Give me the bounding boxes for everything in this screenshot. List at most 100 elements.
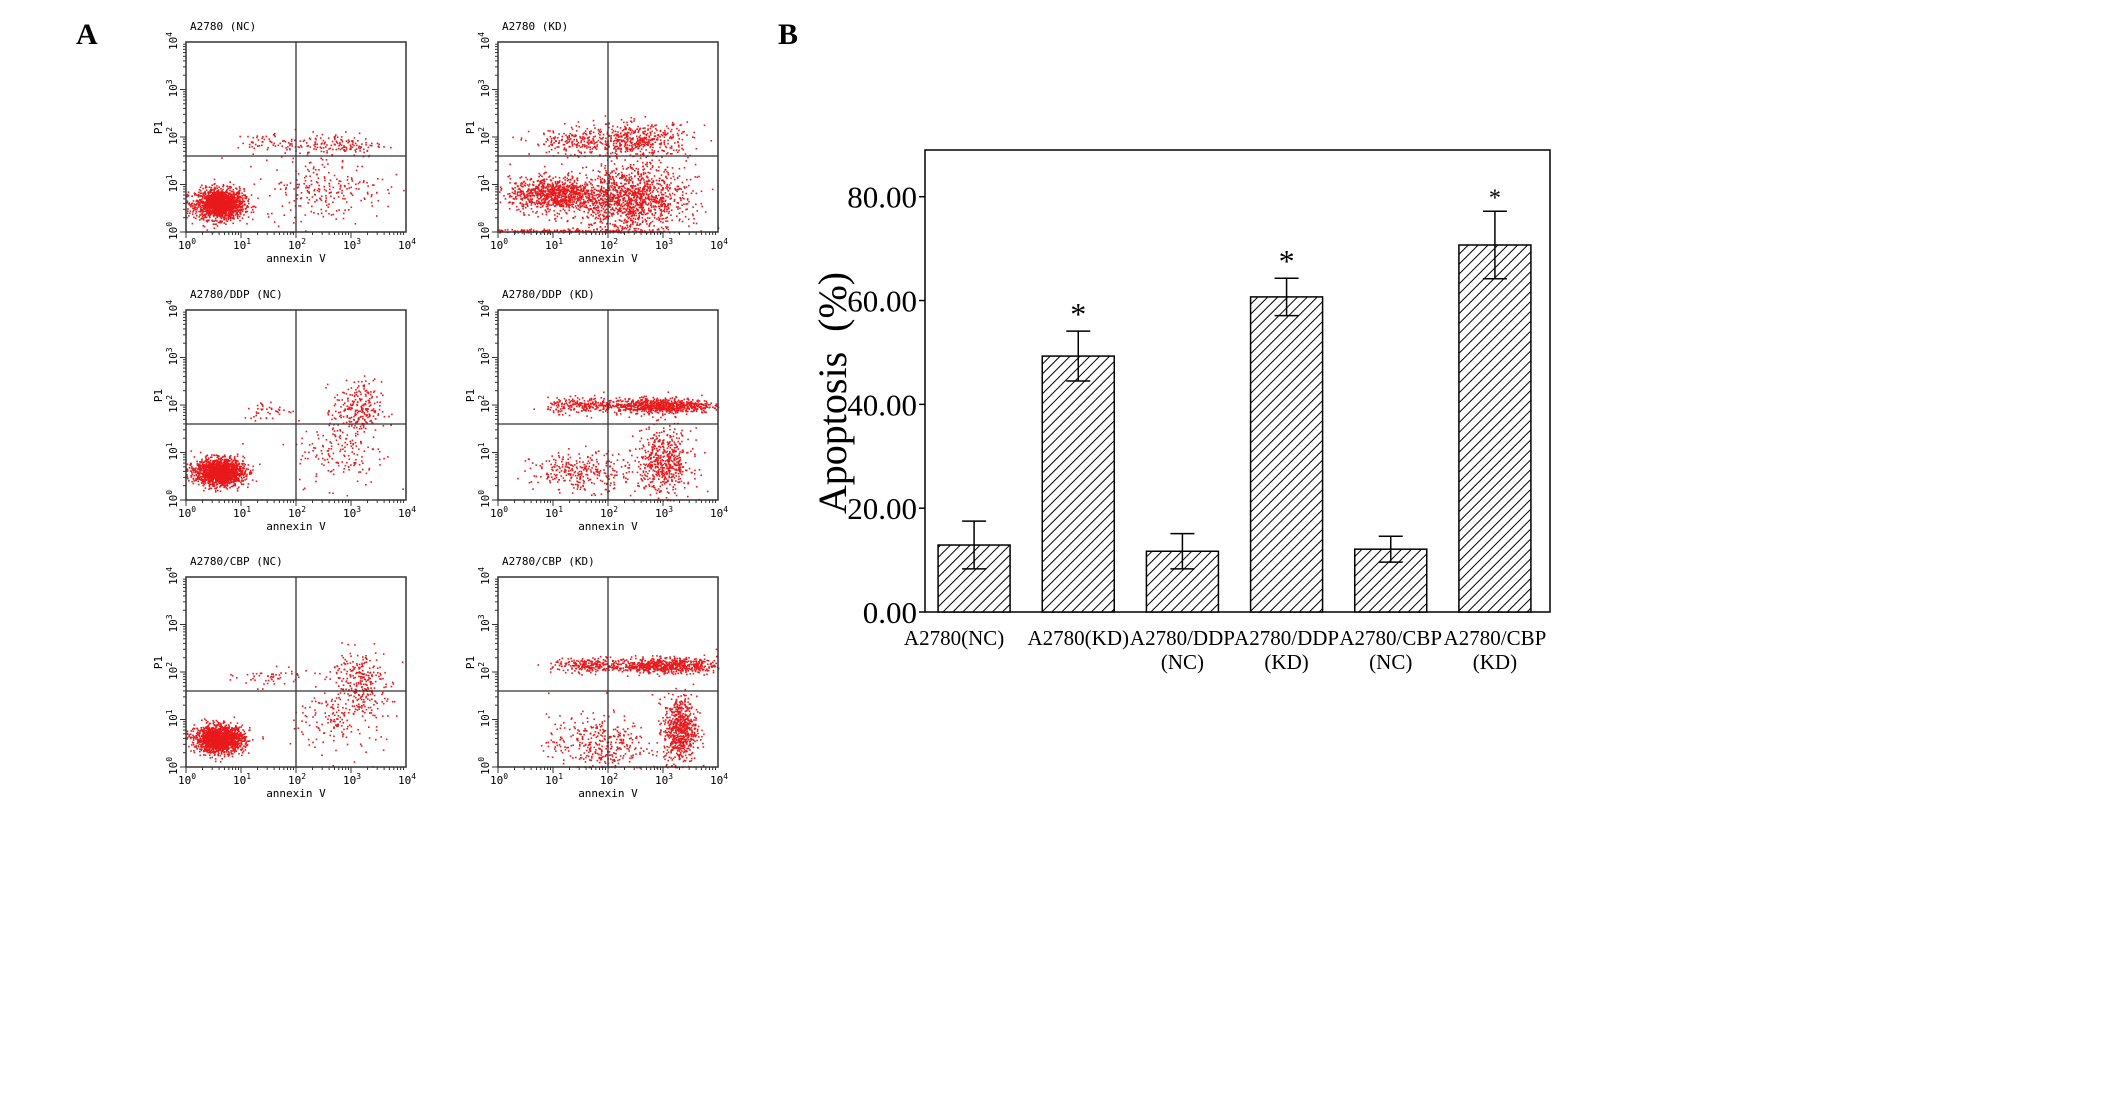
- data-point: [310, 183, 313, 186]
- data-point: [599, 154, 601, 156]
- data-point: [637, 209, 639, 211]
- data-point: [555, 183, 558, 186]
- data-point: [333, 197, 335, 200]
- data-point: [636, 160, 639, 162]
- data-point: [197, 194, 200, 197]
- data-point: [572, 196, 575, 198]
- data-point: [559, 186, 562, 188]
- data-point: [212, 209, 215, 211]
- data-point: [574, 198, 576, 201]
- data-point: [588, 209, 590, 212]
- data-point: [612, 125, 614, 127]
- data-point: [219, 215, 221, 218]
- data-point: [205, 196, 208, 198]
- data-point: [213, 204, 216, 207]
- data-point: [640, 213, 643, 216]
- data-point: [573, 192, 576, 194]
- data-point: [618, 207, 621, 209]
- data-point: [651, 154, 654, 156]
- data-point: [509, 193, 511, 195]
- data-point: [206, 229, 209, 231]
- data-point: [551, 144, 553, 147]
- data-point: [319, 137, 322, 139]
- data-point: [625, 202, 628, 205]
- data-point: [648, 217, 651, 219]
- data-point: [221, 213, 223, 215]
- data-point: [605, 137, 607, 140]
- data-point: [579, 137, 582, 139]
- data-point: [636, 222, 639, 224]
- data-point: [358, 145, 360, 148]
- data-point: [235, 197, 237, 199]
- data-point: [627, 211, 629, 213]
- data-point: [564, 192, 566, 195]
- data-point: [642, 194, 645, 197]
- data-point: [626, 194, 629, 197]
- data-point: [609, 203, 611, 205]
- data-point: [351, 178, 353, 181]
- data-point: [673, 200, 676, 202]
- data-point: [202, 219, 205, 221]
- data-point: [214, 195, 216, 197]
- data-point: [223, 218, 225, 220]
- data-point: [523, 214, 525, 216]
- data-point: [599, 176, 602, 179]
- data-point: [536, 203, 539, 205]
- data-point: [606, 182, 609, 185]
- data-point: [532, 189, 534, 191]
- data-point: [608, 181, 611, 184]
- data-point: [624, 143, 626, 146]
- data-point: [624, 133, 627, 136]
- data-point: [565, 196, 567, 199]
- data-point: [646, 161, 648, 164]
- data-point: [552, 177, 554, 180]
- data-point: [575, 144, 578, 147]
- data-point: [644, 200, 646, 202]
- data-point: [632, 223, 634, 225]
- data-point: [237, 207, 239, 209]
- data-point: [202, 214, 205, 217]
- data-point: [599, 218, 602, 221]
- data-point: [315, 138, 317, 141]
- data-point: [647, 203, 650, 205]
- data-point: [545, 190, 547, 192]
- data-point: [320, 212, 323, 215]
- data-point: [554, 202, 557, 204]
- data-point: [640, 193, 643, 195]
- data-point: [225, 191, 228, 194]
- data-point: [650, 187, 652, 189]
- data-point: [252, 153, 254, 155]
- data-point: [202, 193, 204, 195]
- data-point: [632, 194, 635, 196]
- data-point: [597, 177, 599, 180]
- data-point: [568, 139, 571, 141]
- data-point: [591, 150, 593, 153]
- data-point: [337, 191, 339, 194]
- data-point: [284, 191, 287, 194]
- data-point: [325, 210, 327, 212]
- data-point: [636, 202, 638, 204]
- data-point: [199, 205, 202, 208]
- data-point: [660, 189, 663, 191]
- data-point: [584, 181, 587, 184]
- data-point: [665, 205, 667, 208]
- data-point: [554, 200, 557, 203]
- data-point: [561, 163, 563, 165]
- data-point: [628, 173, 631, 176]
- data-point: [609, 156, 611, 158]
- data-point: [536, 186, 538, 188]
- data-point: [390, 146, 392, 149]
- data-point: [626, 201, 629, 204]
- data-point: [604, 140, 607, 142]
- data-point: [236, 193, 238, 195]
- data-point: [685, 208, 687, 211]
- data-point: [370, 201, 373, 204]
- data-point: [626, 204, 628, 207]
- data-point: [213, 206, 216, 209]
- data-point: [632, 208, 635, 211]
- data-point: [547, 183, 550, 186]
- data-point: [531, 201, 534, 204]
- data-point: [617, 198, 620, 201]
- data-point: [569, 202, 571, 204]
- data-point: [587, 217, 589, 219]
